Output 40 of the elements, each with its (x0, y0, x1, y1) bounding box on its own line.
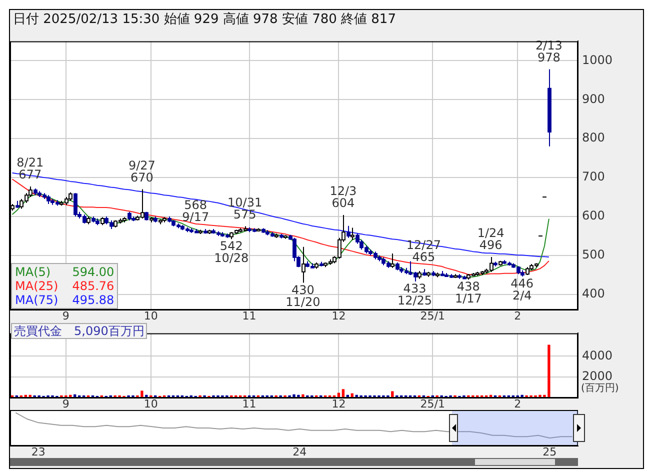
annotation: 売買代金 5,090百万円 (11, 323, 148, 339)
x-tick-label: 2 (514, 397, 522, 410)
annotation: 433 12/25 (397, 282, 432, 308)
x-tick-label: 11 (242, 309, 256, 322)
x-tick-label: 9 (62, 309, 70, 322)
x-tick-label: 10 (144, 397, 158, 410)
x-tick-label: 10 (144, 309, 158, 322)
y-tick-label: 4000 (582, 348, 613, 362)
annotation: 430 11/20 (286, 282, 320, 309)
x-tick-label: 9 (62, 397, 70, 410)
x-tick-label: 25/1 (420, 397, 445, 410)
x-tick-label: 25 (542, 445, 557, 458)
x-tick-label: 23 (31, 445, 46, 458)
y-tick-label: 400 (582, 286, 605, 301)
annotation: 542 10/28 (214, 239, 249, 266)
y-tick-label: 2000 (582, 369, 613, 384)
x-tick-label: 25/1 (420, 309, 445, 322)
x-tick-label: 2 (514, 309, 522, 322)
annotation: 568 9/17 (182, 198, 210, 224)
y-tick-label: 800 (582, 130, 605, 145)
x-tick-label: 24 (292, 445, 307, 458)
text: MA(5) 594.00 (15, 265, 114, 279)
text: MA(75) 495.88 (15, 293, 114, 307)
annotation: 10/31 575 (228, 195, 262, 222)
y-tick-label: 1000 (582, 52, 613, 67)
y-tick-label: 900 (582, 92, 605, 106)
chart-title: 日付 2025/02/13 15:30 始値 929 高値 978 安値 780 終値 817 (12, 11, 397, 29)
text: MA(25) 485.76 (15, 279, 114, 293)
x-tick-label: 12 (332, 397, 346, 410)
annotation: 1/24 496 (477, 226, 504, 252)
annotation: 438 1/17 (454, 280, 482, 306)
annotation: 9/27 670 (128, 158, 156, 184)
x-tick-label: 11 (242, 397, 256, 410)
annotation: 12/3 604 (330, 184, 357, 210)
y-axis-title: (百万円) (581, 382, 619, 395)
y-tick-label: 500 (582, 248, 605, 262)
x-tick-label: 12 (332, 309, 346, 322)
y-tick-label: 700 (582, 170, 605, 184)
annotation: 446 2/4 (510, 276, 534, 303)
y-tick-label: 600 (582, 208, 605, 223)
